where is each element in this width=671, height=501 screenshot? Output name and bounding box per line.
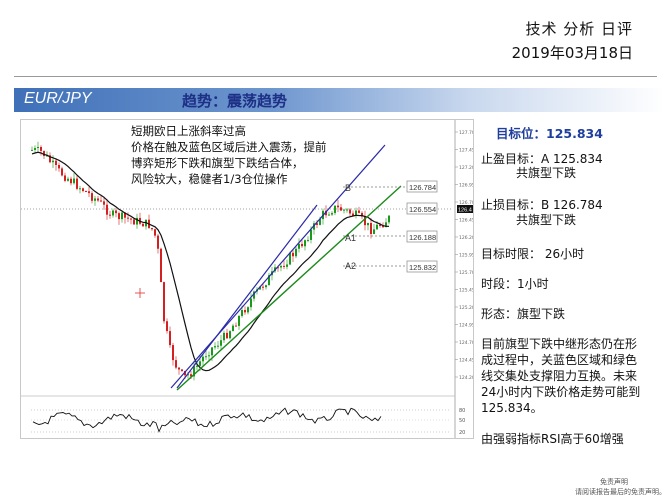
channel-upper-line	[170, 144, 386, 389]
price-tag-126784: 126.784	[409, 183, 436, 192]
pattern: 形态：旗型下跌	[481, 307, 566, 321]
y-tick-label: 126.45	[459, 218, 473, 224]
y-tick-label: 125.45	[459, 288, 473, 294]
take-profit-line1: 止盈目标：A 125.834	[481, 152, 603, 166]
disclaimer-title: 免责声明	[600, 478, 628, 486]
rsi-tick-20: 20	[459, 430, 465, 436]
rsi-tick-50: 50	[459, 418, 465, 424]
y-tick-label: 127.45	[459, 148, 473, 154]
trend-label: 趋势：震荡趋势	[182, 92, 288, 110]
disclaimer-footer: 免责声明 请阅读报告最后的免责声明。	[470, 477, 666, 497]
y-tick-label: 124.20	[459, 375, 473, 381]
analysis-text: 目前旗型下跌中继形态仍在形 成过程中，关蓝色区域和绿色 线交集处支撑阻力互换。未…	[481, 336, 666, 416]
analysis-line: 125.834。	[481, 401, 543, 415]
crosshair-icon	[135, 288, 145, 298]
rsi-tick-80: 80	[459, 408, 465, 414]
currency-pair: EUR/JPY	[24, 90, 92, 107]
moving-average-line	[31, 151, 389, 372]
channel-lower-line	[176, 204, 318, 389]
y-tick-label: 127.70	[459, 130, 473, 136]
stop-loss-line2: 共旗型下跌	[516, 213, 577, 227]
note-line: 风险较大，稳健者1/3仓位操作	[131, 172, 288, 186]
price-chart: B A1 A2 126.784 126.554 126.188 125.832 …	[20, 119, 474, 439]
note-line: 博弈矩形下跌和旗型下跌结合体，	[131, 156, 304, 170]
y-tick-label: 126.95	[459, 183, 473, 189]
analysis-line: 24小时内下跌价格走势可能到	[481, 385, 641, 399]
y-tick-label: 127.20	[459, 165, 473, 171]
y-tick-label: 124.95	[459, 323, 473, 329]
note-line: 短期欧日上涨斜率过高	[131, 124, 246, 138]
take-profit-line2: 共旗型下跌	[516, 166, 577, 180]
y-tick-label: 125.95	[459, 253, 473, 259]
label-a1: A1	[345, 233, 356, 243]
report-date: 2019年03月18日	[511, 44, 633, 62]
y-tick-label: 124.70	[459, 340, 473, 346]
analysis-line: 成过程中，关蓝色区域和绿色	[481, 353, 638, 367]
price-tag-126554: 126.554	[409, 205, 436, 214]
y-tick-label: 125.70	[459, 270, 473, 276]
note-line: 价格在触及蓝色区域后进入震荡，提前	[131, 140, 327, 154]
target-price: 目标位：125.834	[496, 126, 603, 141]
y-axis-ticks: 127.70 127.45 127.20 126.95 126.70 126.45 126.…	[455, 130, 473, 381]
support-line	[176, 185, 402, 391]
rsi-note: 由强弱指标RSI高于60增强	[481, 432, 624, 446]
header-divider	[14, 76, 657, 77]
price-tag-126188: 126.188	[409, 233, 436, 242]
timeframe: 时段：1小时	[481, 277, 549, 291]
analysis-line: 目前旗型下跌中继形态仍在形	[481, 337, 638, 351]
rsi-line	[32, 407, 382, 433]
chart-note: 短期欧日上涨斜率过高 价格在触及蓝色区域后进入震荡，提前 博弈矩形下跌和旗型下跌…	[131, 123, 381, 187]
y-tick-label: 126.70	[459, 200, 473, 206]
stop-loss-line1: 止损目标：B 126.784	[481, 198, 603, 212]
chart-canvas: B A1 A2 126.784 126.554 126.188 125.832 …	[21, 120, 473, 438]
analysis-line: 线交集处支撑阻力互换。未来	[481, 369, 638, 383]
price-tag-125832: 125.832	[409, 263, 436, 272]
y-tick-label: 124.45	[459, 358, 473, 364]
time-limit: 目标时限： 26小时	[481, 247, 585, 261]
report-title: 技术 分析 日评	[525, 20, 633, 38]
disclaimer-text: 请阅读报告最后的免责声明。	[575, 488, 666, 496]
label-b: B	[345, 183, 351, 193]
y-tick-label: 126.20	[459, 235, 473, 241]
pair-banner: EUR/JPY 趋势：震荡趋势	[14, 88, 665, 112]
label-a2: A2	[345, 261, 356, 271]
y-tick-label: 125.20	[459, 305, 473, 311]
current-price-tag: 126.4	[458, 208, 472, 214]
candles	[31, 141, 390, 381]
